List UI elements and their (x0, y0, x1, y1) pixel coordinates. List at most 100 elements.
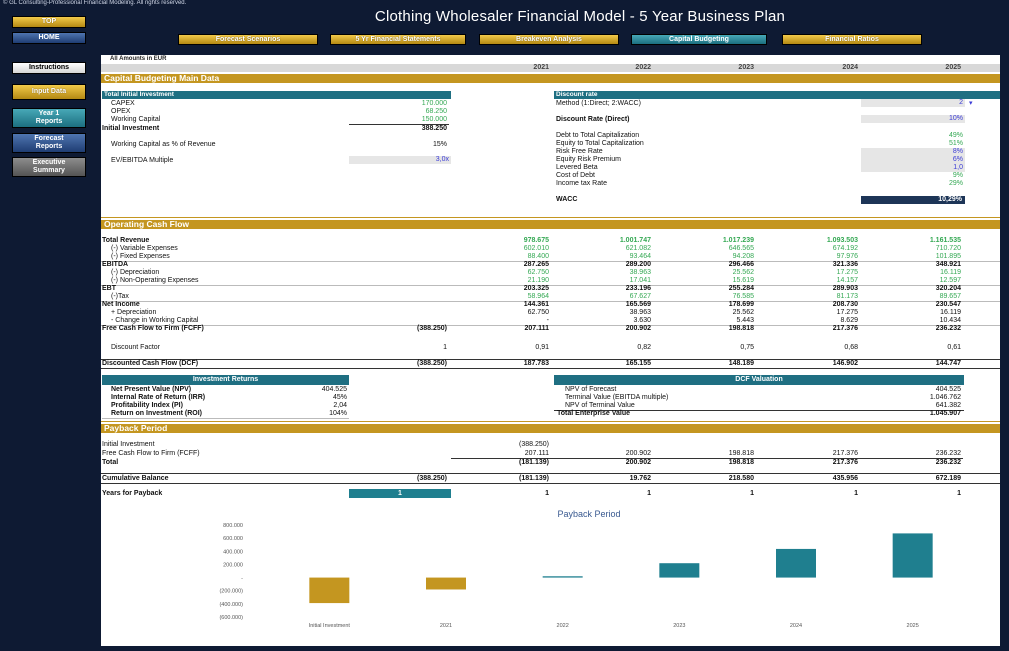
discount-rate-header: Discount rate (554, 91, 1000, 99)
top-button[interactable]: TOP (12, 16, 86, 28)
years-for-payback-value: 1 (854, 490, 858, 497)
dcf-valuation-value: 404.525 (935, 386, 961, 393)
input-data-button[interactable]: Input Data (12, 84, 86, 100)
ocf-row-value: 233.196 (625, 285, 651, 292)
ocf-row-label: (-) Variable Expenses (111, 245, 178, 252)
chart-bar (426, 577, 466, 590)
chart-bar (659, 563, 700, 578)
years-for-payback-value: 1 (957, 490, 961, 497)
ev-ebitda-input[interactable]: 3,0x (349, 156, 451, 164)
wacc-label: WACC (556, 196, 578, 203)
page-title: Clothing Wholesaler Financial Model - 5 … (374, 8, 786, 25)
chart-bar (542, 576, 583, 578)
ocf-row-value: 255.284 (728, 285, 754, 292)
discount-factor-value: 0,68 (844, 344, 858, 351)
years-for-payback-label: Years for Payback (102, 490, 163, 497)
payback-initial-investment-value: (388.250) (519, 441, 549, 448)
divider (101, 301, 1000, 302)
instructions-button[interactable]: Instructions (12, 62, 86, 74)
financial-ratios-tab[interactable]: Financial Ratios (782, 34, 922, 45)
executive-summary-button[interactable]: Executive Summary (12, 157, 86, 177)
chevron-down-icon[interactable]: ▾ (969, 100, 973, 107)
ocf-row-label: (-) Depreciation (111, 269, 160, 276)
cumulative-balance-value: 672.189 (935, 475, 961, 482)
wc-percent-value: 15% (432, 141, 447, 148)
ocf-row-value: 3.630 (633, 317, 651, 324)
chart-bar (776, 548, 816, 578)
divider (101, 483, 1000, 484)
dcf-value: 144.747 (935, 360, 961, 367)
chart-title: Payback Period (557, 509, 620, 519)
payback-period-chart: Payback Period 800.000 600.000 400.000 200.0… (219, 509, 933, 629)
cumulative-balance-value: 218.580 (728, 475, 754, 482)
investment-returns-header: Investment Returns (102, 375, 349, 385)
initial-investment-value: 388.250 (421, 125, 447, 132)
equity-risk-premium-input[interactable]: 6% (861, 156, 965, 164)
year-header: 2023 (738, 64, 754, 71)
equity-to-cap-label: Equity to Total Capitalization (556, 140, 644, 147)
method-input[interactable]: 2 (861, 99, 965, 107)
worksheet: All Amounts in EUR 2021 2022 2023 2024 2… (101, 55, 1000, 646)
ev-ebitda-label: EV/EBITDA Multiple (111, 157, 174, 164)
ocf-row-label: Net Income (102, 301, 140, 308)
ocf-row-value: 348.921 (935, 261, 961, 268)
capital-budgeting-tab[interactable]: Capital Budgeting (631, 34, 767, 45)
discount-rate-direct-label: Discount Rate (Direct) (556, 116, 630, 123)
dcf-value: 187.783 (523, 360, 549, 367)
levered-beta-input[interactable]: 1,0 (861, 164, 965, 172)
investment-return-value: 2,04 (333, 402, 347, 409)
years-for-payback-value: 1 (647, 490, 651, 497)
investment-return-label: Internal Rate of Return (IRR) (111, 394, 206, 401)
home-button[interactable]: HOME (12, 32, 86, 44)
ocf-row-value: 94.208 (732, 253, 754, 260)
divider (349, 124, 449, 125)
payback-initial-investment-label: Initial Investment (102, 441, 155, 448)
forecast-scenarios-tab[interactable]: Forecast Scenarios (178, 34, 318, 45)
risk-free-rate-input[interactable]: 8% (861, 148, 965, 156)
ocf-row-label: EBITDA (102, 261, 129, 268)
ocf-row-value: 93.464 (629, 253, 651, 260)
breakeven-analysis-tab[interactable]: Breakeven Analysis (479, 34, 619, 45)
ocf-row-value: - (546, 317, 549, 324)
discount-factor-value: 0,75 (740, 344, 754, 351)
discount-factor-initial: 1 (443, 344, 447, 351)
investment-return-value: 45% (332, 394, 347, 401)
payback-total-value: 200.902 (625, 459, 651, 466)
x-tick-label: 2025 (907, 623, 919, 629)
divider (101, 359, 1000, 360)
wc-percent-label: Working Capital as % of Revenue (111, 141, 216, 148)
ocf-row-value: 14.157 (836, 277, 858, 284)
risk-free-rate-label: Risk Free Rate (556, 148, 603, 155)
chart-bar (309, 577, 350, 604)
investment-return-label: Profitability Index (PI) (111, 402, 183, 409)
ocf-row-label: - Change in Working Capital (111, 317, 199, 324)
payback-fcff-value: 236.232 (935, 450, 961, 457)
cumulative-balance-label: Cumulative Balance (102, 475, 169, 482)
financial-statements-tab[interactable]: 5 Yr Financial Statements (330, 34, 466, 45)
discount-rate-direct-input[interactable]: 10% (861, 115, 965, 123)
dcf-valuation-label: Terminal Value (EBITDA multiple) (565, 394, 669, 401)
y-tick-label: (200.000) (219, 589, 243, 595)
debt-to-cap-label: Debt to Total Capitalization (556, 132, 640, 139)
ocf-row-value: 178.699 (728, 301, 754, 308)
payback-fcff-value: 207.111 (524, 450, 549, 457)
ocf-row-label: (-) Non-Operating Expenses (111, 277, 199, 284)
divider (451, 458, 963, 459)
year1-reports-button[interactable]: Year 1 Reports (12, 108, 86, 128)
forecast-reports-button[interactable]: Forecast Reports (12, 133, 86, 153)
divider (101, 261, 1000, 262)
x-tick-label: 2024 (790, 623, 802, 629)
year1-reports-label-1: Year 1 (38, 110, 60, 117)
payback-total-value: 198.818 (728, 459, 754, 466)
ocf-row-value: 165.569 (625, 301, 651, 308)
ocf-row-value: 38.963 (629, 309, 651, 316)
cost-of-debt-label: Cost of Debt (556, 172, 595, 179)
ocf-row-value: 144.361 (523, 301, 549, 308)
payback-fcff-label: Free Cash Flow to Firm (FCFF) (102, 450, 200, 457)
ocf-row-value: 208.730 (832, 301, 858, 308)
dcf-valuation-value: 1.046.762 (929, 394, 961, 401)
divider (102, 418, 349, 419)
ocf-row-value: 289.200 (625, 261, 651, 268)
discount-factor-value: 0,61 (947, 344, 961, 351)
ocf-row-value: 25.562 (732, 309, 754, 316)
